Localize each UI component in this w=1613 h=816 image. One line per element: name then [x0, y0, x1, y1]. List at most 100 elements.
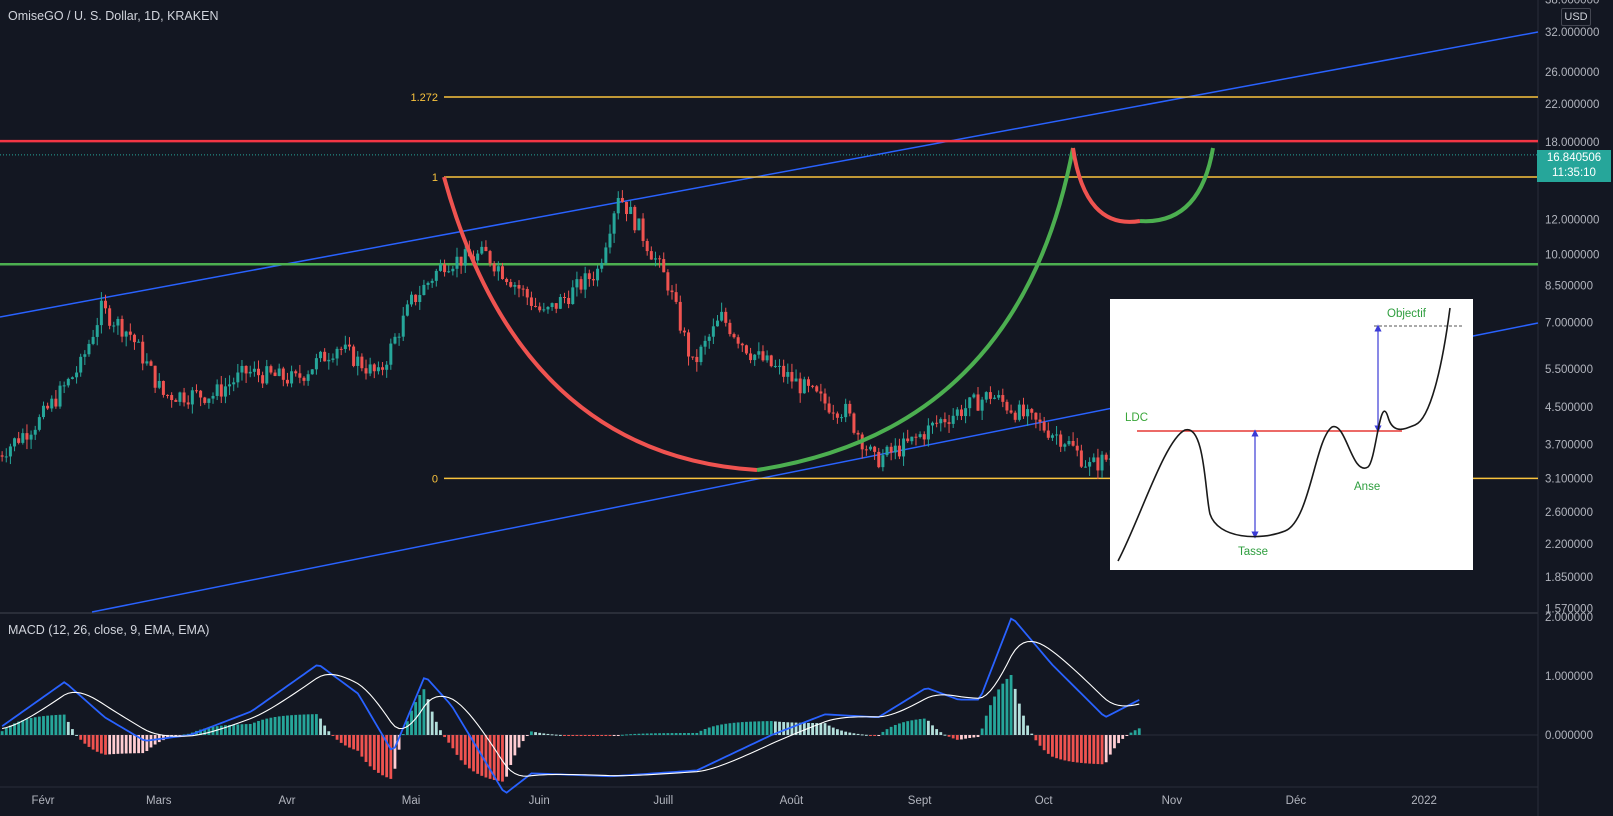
macd-histogram-bar	[931, 725, 934, 735]
candle-body	[546, 306, 550, 310]
y-tick-label: 5.500000	[1545, 364, 1593, 376]
candle	[95, 317, 99, 346]
candle-body	[749, 353, 753, 361]
candle-body	[66, 378, 70, 386]
macd-histogram-bar	[1117, 735, 1120, 744]
candle-body	[736, 337, 740, 344]
candle-body	[443, 264, 447, 273]
candle-body	[604, 247, 608, 263]
candle-body	[132, 334, 136, 343]
macd-histogram-bar	[525, 735, 529, 736]
macd-histogram-bar	[695, 732, 699, 735]
candle-body	[744, 345, 748, 354]
candle	[41, 401, 45, 420]
candle-body	[575, 279, 579, 288]
candle-body	[37, 417, 41, 430]
macd-histogram-bar	[625, 734, 628, 736]
macd-histogram-bar	[66, 721, 70, 735]
candle	[1079, 444, 1083, 469]
candle	[848, 400, 852, 417]
candle-body	[186, 402, 190, 405]
candle-body	[273, 372, 277, 376]
candle-body	[25, 433, 29, 440]
macd-histogram-bar	[732, 722, 736, 735]
candle-body	[1084, 466, 1088, 468]
candle	[513, 282, 517, 295]
candle-body	[285, 379, 289, 384]
macd-histogram-bar	[331, 735, 335, 736]
candle	[873, 445, 877, 460]
candle	[1067, 436, 1071, 447]
candle-body	[290, 371, 294, 384]
candle	[860, 432, 864, 459]
macd-histogram-bar	[418, 694, 422, 735]
candle	[935, 415, 939, 428]
candle	[645, 238, 649, 256]
candle-body	[815, 386, 819, 392]
candle-body	[364, 368, 368, 374]
candle-body	[906, 438, 910, 442]
candle-body	[21, 433, 25, 443]
currency-button[interactable]: USD	[1561, 8, 1591, 26]
macd-histogram-bar	[1030, 733, 1034, 735]
candle	[281, 366, 285, 387]
macd-histogram-bar	[1005, 678, 1009, 735]
candle	[943, 412, 947, 428]
candle	[620, 190, 624, 203]
macd-histogram-bar	[530, 731, 533, 735]
macd-histogram-bar	[1137, 728, 1141, 735]
candle	[294, 369, 298, 377]
macd-histogram-bar	[401, 734, 405, 736]
candle	[182, 387, 186, 407]
candle-body	[50, 398, 54, 409]
candle	[902, 432, 906, 466]
candle-body	[95, 325, 99, 337]
signal-line	[2, 640, 1140, 777]
candle-body	[352, 346, 356, 366]
candle	[91, 329, 95, 346]
candle	[21, 428, 25, 445]
candle-body	[778, 365, 782, 367]
macd-histogram-bar	[25, 718, 29, 735]
macd-histogram-bar	[240, 724, 244, 735]
candle	[897, 438, 901, 460]
y-tick-label: 26.000000	[1545, 67, 1599, 79]
macd-histogram-bar	[137, 735, 140, 754]
candle	[1013, 410, 1017, 423]
candle-body	[819, 391, 823, 394]
macd-histogram-bar	[1113, 735, 1116, 749]
candle-body	[695, 356, 699, 363]
macd-histogram-bar	[236, 724, 240, 735]
macd-histogram-bar	[46, 715, 50, 735]
candle	[591, 271, 595, 286]
candle	[236, 363, 240, 388]
candle-body	[554, 303, 558, 309]
macd-histogram-bar	[505, 735, 509, 777]
candle-body	[935, 422, 939, 424]
macd-histogram-bar	[629, 734, 633, 736]
macd-histogram-bar	[203, 728, 207, 735]
candle-body	[612, 213, 616, 234]
candle-body	[62, 385, 66, 387]
macd-histogram-bar	[261, 719, 265, 735]
y-tick-label: 32.000000	[1545, 27, 1599, 39]
candle	[273, 369, 277, 377]
candle-body	[984, 392, 988, 400]
candle-body	[381, 367, 385, 370]
candle	[1071, 432, 1075, 447]
macd-histogram-bar	[91, 735, 95, 750]
candle-body	[141, 341, 145, 364]
candle	[203, 396, 207, 405]
y-tick-label: 4.500000	[1545, 402, 1593, 414]
macd-histogram-bar	[273, 716, 277, 735]
candle	[480, 241, 484, 255]
candle-body	[889, 446, 893, 453]
macd-histogram-bar	[1125, 735, 1129, 736]
candle-body	[1067, 440, 1071, 445]
candle-body	[732, 334, 736, 338]
candle	[17, 431, 21, 445]
candle-body	[261, 375, 265, 384]
candle	[682, 327, 686, 337]
candle-body	[678, 301, 682, 331]
candle-body	[997, 395, 1001, 398]
